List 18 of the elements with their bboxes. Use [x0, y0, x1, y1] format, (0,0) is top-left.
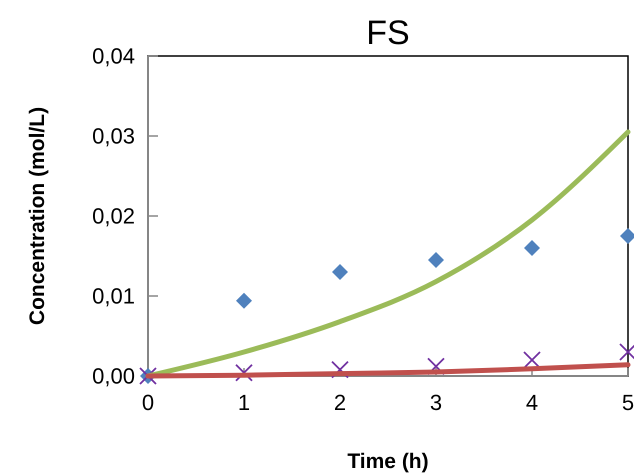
- x-tick-label: 4: [526, 390, 538, 415]
- x-tick-label: 3: [430, 390, 442, 415]
- y-tick-label: 0,04: [92, 44, 135, 69]
- y-tick-label: 0,01: [92, 284, 135, 309]
- y-axis-title: Concentration (mol/L): [26, 106, 49, 326]
- y-tick-label: 0,03: [92, 124, 135, 149]
- x-tick-label: 1: [238, 390, 250, 415]
- y-tick-label: 0,00: [92, 364, 135, 389]
- x-axis-title: Time (h): [347, 450, 429, 473]
- chart-title: FS: [366, 14, 410, 52]
- point: [236, 292, 252, 309]
- point: [428, 252, 444, 268]
- y-tick-label: 0,02: [92, 204, 135, 229]
- x-tick-label: 0: [142, 390, 154, 415]
- point: [332, 264, 348, 280]
- point: [524, 240, 540, 256]
- x-tick-label: 5: [622, 390, 634, 415]
- x-tick-label: 2: [334, 390, 346, 415]
